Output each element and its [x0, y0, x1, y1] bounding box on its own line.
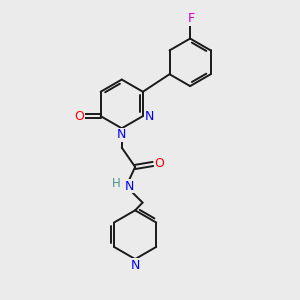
Text: N: N — [130, 259, 140, 272]
Text: N: N — [125, 180, 134, 193]
Text: H: H — [112, 177, 121, 190]
Text: O: O — [74, 110, 84, 123]
Text: N: N — [145, 110, 154, 123]
Text: N: N — [117, 128, 127, 141]
Text: O: O — [154, 158, 164, 170]
Text: F: F — [188, 12, 195, 25]
